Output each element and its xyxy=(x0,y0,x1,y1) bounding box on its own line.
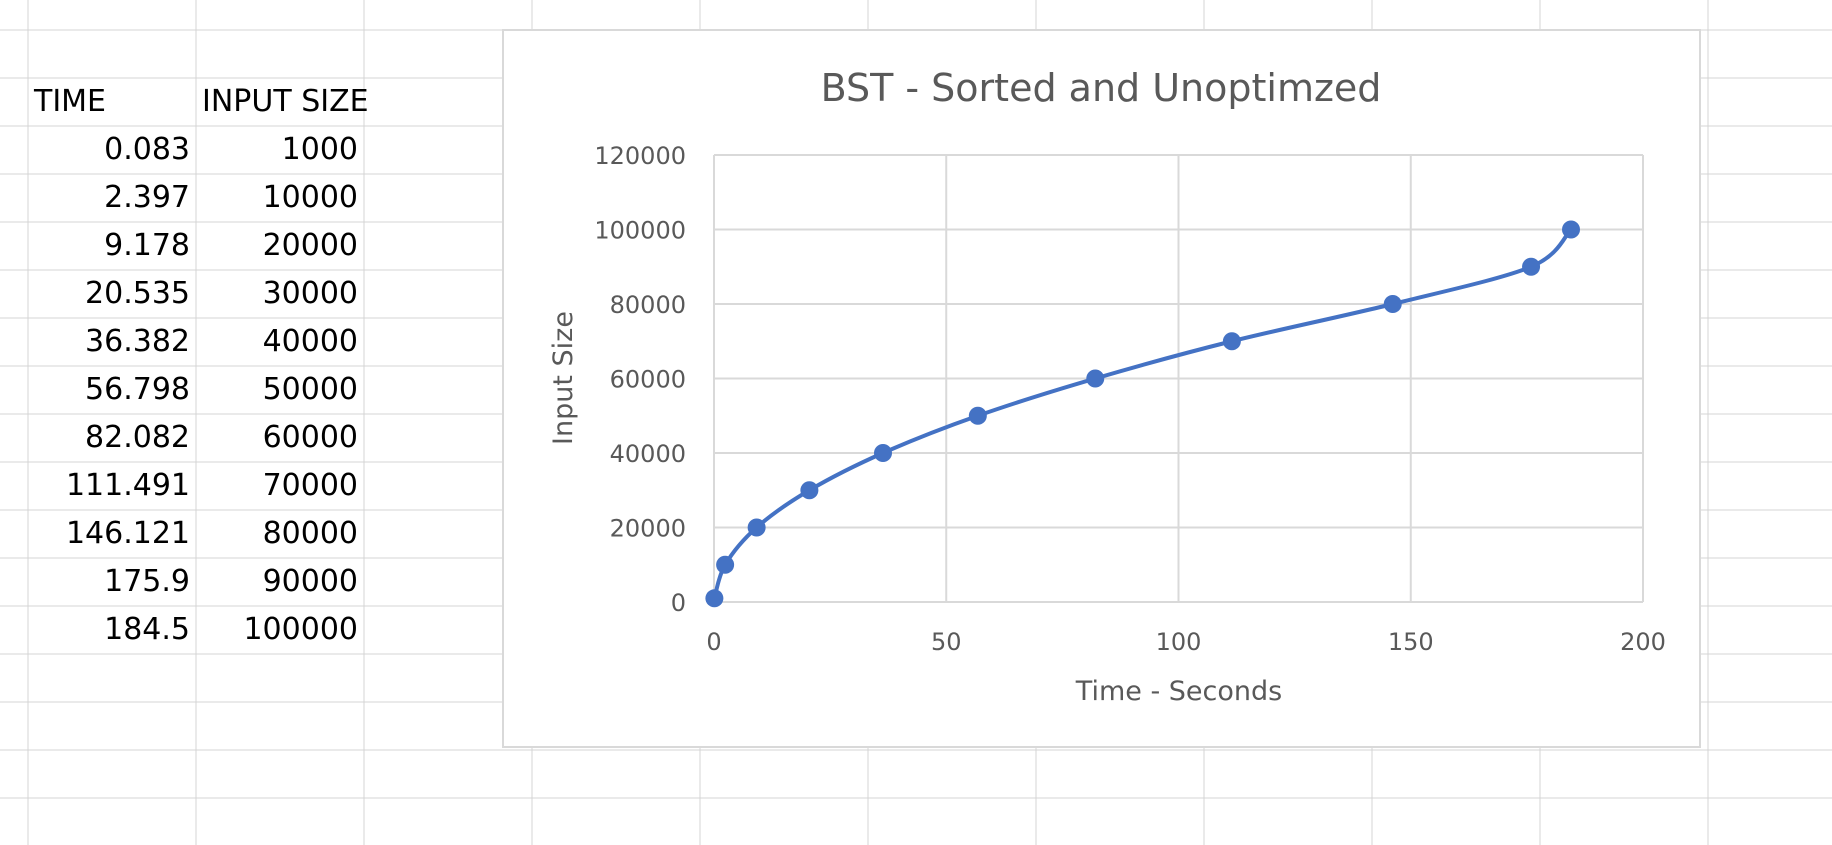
cell-time[interactable]: 175.9 xyxy=(104,564,190,599)
scatter-chart: BST - Sorted and Unoptimzed 0 20000 40000 6… xyxy=(548,66,1666,707)
x-tick-label: 100 xyxy=(1156,628,1202,656)
data-point[interactable] xyxy=(716,555,735,574)
cell-input-size[interactable]: 60000 xyxy=(262,420,358,455)
data-point[interactable] xyxy=(1383,295,1402,313)
cell-input-size[interactable]: 90000 xyxy=(262,564,358,599)
data-point[interactable] xyxy=(747,518,766,537)
y-tick-label: 20000 xyxy=(610,515,686,543)
cell-time[interactable]: 9.178 xyxy=(104,228,190,263)
y-tick-label: 60000 xyxy=(610,366,686,394)
cell-time[interactable]: 184.5 xyxy=(104,612,190,647)
header-input-size[interactable]: INPUT SIZE xyxy=(202,84,369,119)
x-tick-label: 200 xyxy=(1620,628,1666,656)
cell-input-size[interactable]: 1000 xyxy=(281,132,358,167)
y-tick-label: 100000 xyxy=(594,217,686,245)
cell-time[interactable]: 111.491 xyxy=(65,468,190,503)
cell-time[interactable]: 146.121 xyxy=(65,516,190,551)
cell-time[interactable]: 36.382 xyxy=(85,324,190,359)
x-axis-label: Time - Seconds xyxy=(1075,676,1282,707)
series-line xyxy=(712,228,1573,599)
y-axis-label: Input Size xyxy=(548,311,579,445)
y-tick-label: 0 xyxy=(671,589,686,617)
chart-area[interactable]: BST - Sorted and Unoptimzed 0 20000 40000 6… xyxy=(502,29,1701,748)
cell-input-size[interactable]: 50000 xyxy=(262,372,358,407)
data-point[interactable] xyxy=(800,481,819,500)
cell-input-size[interactable]: 40000 xyxy=(262,324,358,359)
header-time[interactable]: TIME xyxy=(34,84,107,119)
cell-input-size[interactable]: 10000 xyxy=(262,180,358,215)
cell-input-size[interactable]: 30000 xyxy=(262,276,358,311)
y-tick-label: 80000 xyxy=(610,291,686,319)
x-tick-label: 0 xyxy=(706,628,721,656)
series-points xyxy=(705,220,1581,608)
cell-time[interactable]: 0.083 xyxy=(104,132,190,167)
cell-input-size[interactable]: 80000 xyxy=(262,516,358,551)
cell-input-size[interactable]: 100000 xyxy=(243,612,358,647)
cell-time[interactable]: 82.082 xyxy=(85,420,190,455)
data-point[interactable] xyxy=(705,589,724,608)
x-tick-label: 150 xyxy=(1388,628,1434,656)
y-tick-label: 120000 xyxy=(594,142,686,170)
data-point[interactable] xyxy=(1562,220,1581,239)
data-point[interactable] xyxy=(1086,369,1105,388)
cell-time[interactable]: 20.535 xyxy=(85,276,190,311)
y-axis-ticks: 0 20000 40000 60000 80000 100000 120000 xyxy=(594,142,686,617)
gridlines xyxy=(713,154,1644,603)
y-tick-label: 40000 xyxy=(610,440,686,468)
chart-title: BST - Sorted and Unoptimzed xyxy=(821,66,1382,110)
x-tick-label: 50 xyxy=(931,628,962,656)
cell-input-size[interactable]: 70000 xyxy=(262,468,358,503)
cell-time[interactable]: 2.397 xyxy=(104,180,190,215)
data-point[interactable] xyxy=(1522,257,1541,276)
data-point[interactable] xyxy=(1222,332,1241,351)
data-point[interactable] xyxy=(873,444,892,462)
cell-input-size[interactable]: 20000 xyxy=(262,228,358,263)
x-axis-ticks: 0 50 100 150 200 xyxy=(706,628,1666,656)
cell-time[interactable]: 56.798 xyxy=(85,372,190,407)
data-point[interactable] xyxy=(968,406,987,425)
